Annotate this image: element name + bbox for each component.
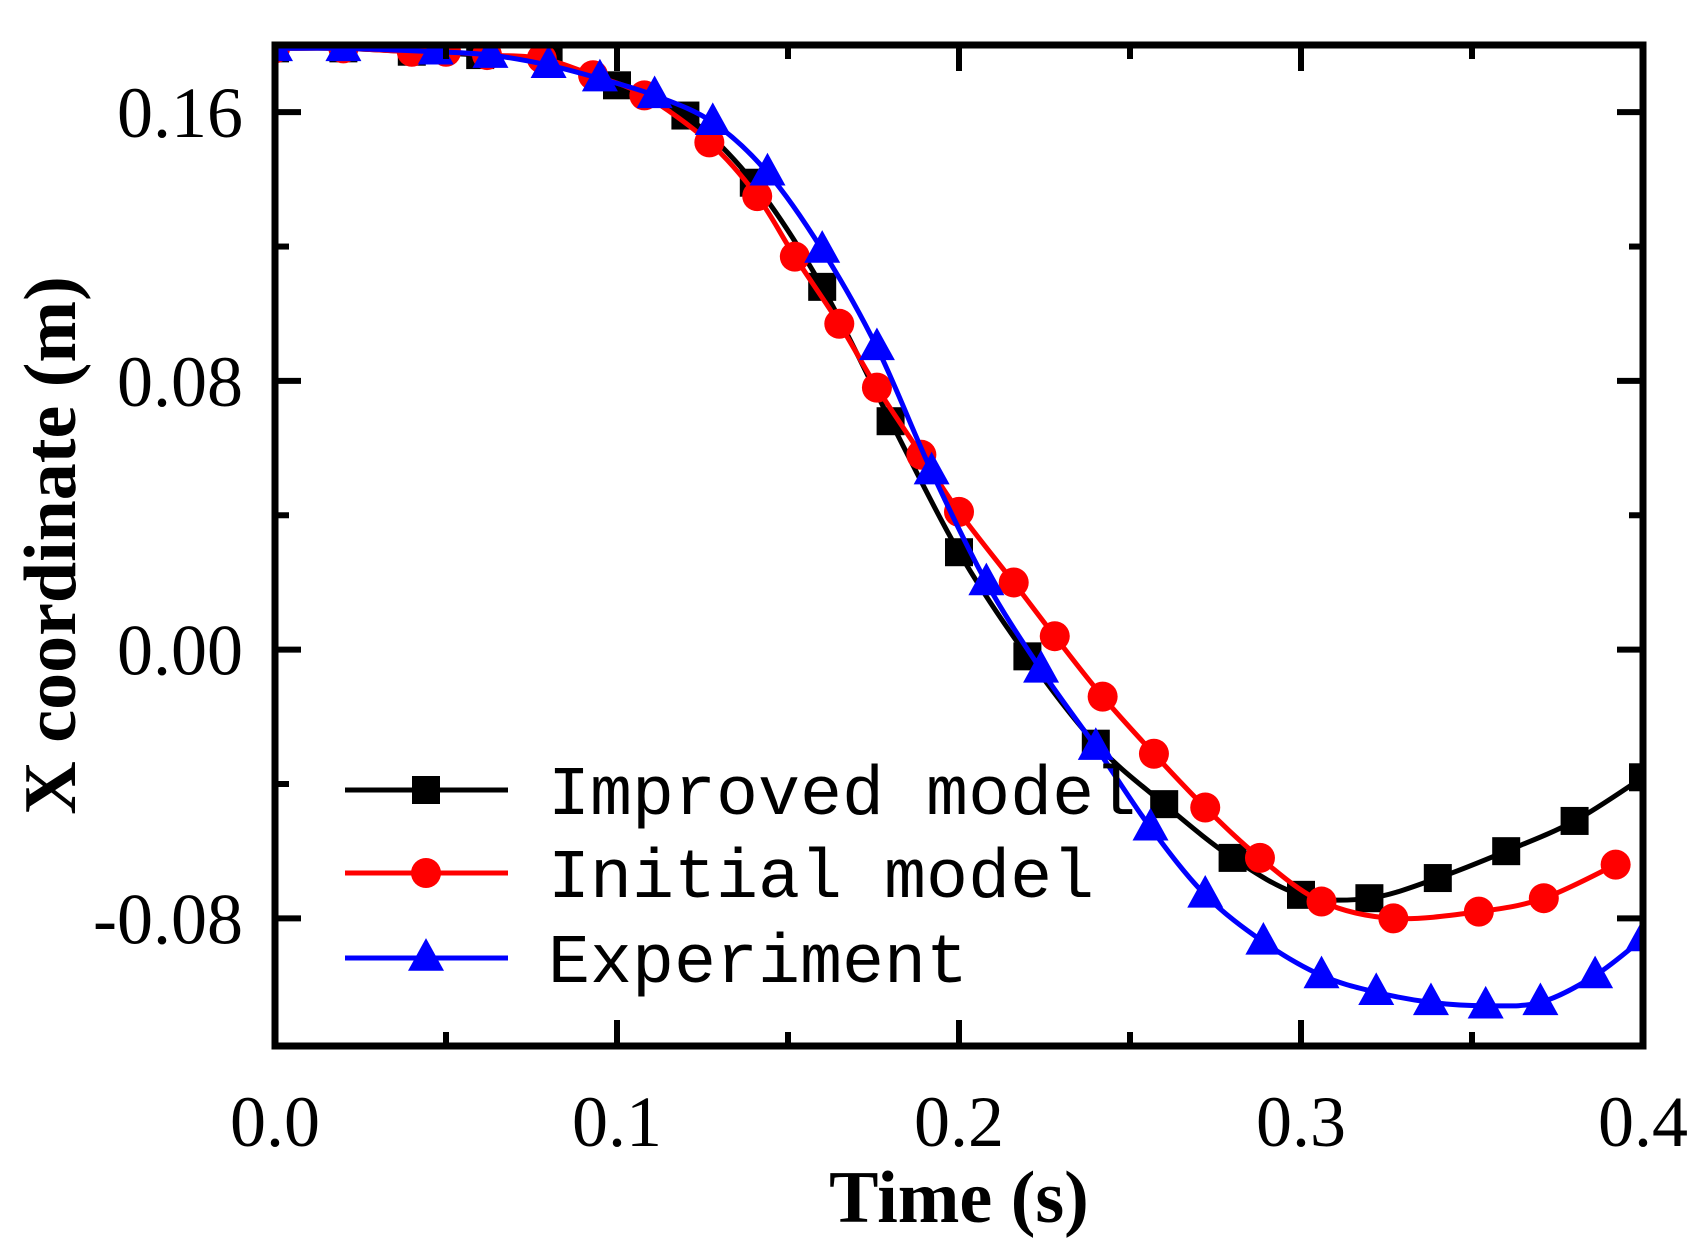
y-tick-label: 0.08: [117, 342, 243, 422]
axes-layer: 0.0 0.1 0.2 0.3 0.4 0.16 0.08 0.00 -0.08: [93, 41, 1688, 1162]
x-axis-title: Time (s): [829, 1157, 1089, 1239]
data-point-initial-model: [944, 496, 974, 527]
data-point-experiment: [804, 230, 841, 263]
data-point-experiment: [581, 58, 618, 92]
data-point-experiment: [858, 327, 895, 361]
data-point-initial-model: [1600, 849, 1631, 880]
data-point-experiment: [1467, 985, 1504, 1019]
data-point-experiment: [1625, 918, 1643, 952]
data-point-experiment: [1187, 875, 1224, 908]
data-point-improved-model: [1355, 884, 1384, 913]
data-point-initial-model: [1039, 621, 1070, 652]
data-point-initial-model: [1528, 883, 1559, 914]
data-point-initial-model: [1306, 886, 1337, 917]
data-point-improved-model: [1218, 843, 1247, 872]
data-point-experiment: [325, 45, 362, 62]
y-tick-label: -0.08: [93, 879, 243, 959]
data-point-initial-model: [1378, 903, 1409, 934]
data-point-experiment: [1023, 649, 1060, 683]
data-point-initial-model: [779, 241, 810, 272]
data-point-improved-model: [1492, 837, 1521, 866]
legend-label-experiment: Experiment: [548, 925, 968, 1004]
series-clip-group: [275, 45, 1643, 1019]
legend-item-experiment: Experiment: [345, 925, 968, 1004]
x-tick-label: 0.2: [914, 1082, 1004, 1162]
data-point-improved-model: [1423, 864, 1452, 893]
y-axis-title: X coordinate (m): [10, 276, 92, 814]
legend-marker-improved-model: [412, 776, 440, 804]
data-point-experiment: [1358, 972, 1395, 1006]
legend-item-improved-model: Improved model: [345, 757, 1136, 836]
legend-marker-experiment: [408, 938, 444, 971]
data-point-experiment: [694, 102, 731, 136]
data-point-experiment: [913, 451, 950, 485]
legend-label-initial-model: Initial model: [548, 840, 1094, 919]
data-point-initial-model: [1138, 738, 1169, 769]
data-point-experiment: [968, 562, 1005, 596]
data-point-experiment: [1245, 922, 1282, 955]
legend-marker-initial-model: [411, 858, 441, 888]
data-point-experiment: [749, 152, 786, 186]
data-point-experiment: [1577, 955, 1614, 989]
legend-item-initial-model: Initial model: [345, 840, 1094, 919]
data-point-experiment: [636, 75, 673, 109]
x-tick-label: 0.0: [230, 1082, 320, 1162]
data-point-experiment: [275, 45, 293, 62]
y-tick-label: 0.00: [117, 611, 243, 691]
x-tick-label: 0.1: [572, 1082, 662, 1162]
data-point-experiment: [1522, 982, 1559, 1016]
series-layer: [275, 45, 1643, 1019]
data-point-experiment: [1412, 982, 1449, 1016]
data-point-initial-model: [998, 567, 1029, 598]
data-point-initial-model: [1244, 842, 1275, 873]
data-point-experiment: [530, 45, 567, 78]
data-point-experiment: [1077, 727, 1114, 760]
data-point-initial-model: [861, 372, 892, 403]
data-point-initial-model: [824, 308, 855, 339]
series-experiment: [275, 45, 1643, 1019]
data-point-experiment: [1132, 807, 1169, 841]
x-tick-label: 0.4: [1598, 1082, 1688, 1162]
legend-label-improved-model: Improved model: [548, 757, 1136, 836]
data-point-initial-model: [1087, 681, 1118, 712]
data-point-initial-model: [742, 181, 773, 212]
data-point-experiment: [1303, 955, 1340, 989]
data-point-experiment: [472, 45, 509, 68]
data-point-improved-model: [1150, 790, 1179, 819]
data-point-improved-model: [1560, 806, 1589, 835]
data-point-initial-model: [1190, 792, 1221, 823]
y-tick-label: 0.16: [117, 73, 243, 153]
data-point-initial-model: [1463, 896, 1494, 927]
x-tick-label: 0.3: [1256, 1082, 1346, 1162]
